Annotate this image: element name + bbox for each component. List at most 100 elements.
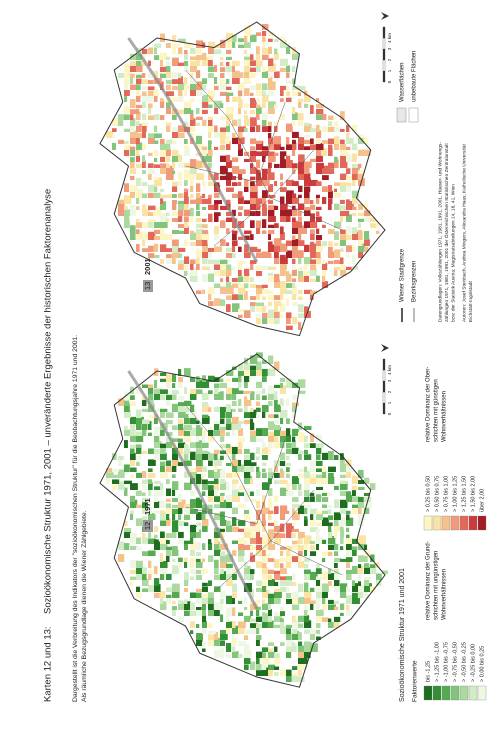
map-patch <box>268 166 272 174</box>
map-patch <box>328 604 336 610</box>
map-patch <box>130 118 136 126</box>
map-patch <box>184 482 192 490</box>
map-patch <box>286 455 290 460</box>
map-patch <box>148 414 156 418</box>
map-patch <box>142 471 147 478</box>
map-patch <box>190 394 197 400</box>
map-patch <box>304 615 310 622</box>
map-patch <box>238 38 245 42</box>
map-patch <box>358 581 362 586</box>
map-patch <box>322 551 328 556</box>
map-patch <box>328 492 332 496</box>
map-patch <box>316 609 324 616</box>
map-patch <box>160 227 164 234</box>
map-patch <box>274 104 278 108</box>
map-patch <box>154 140 159 144</box>
map-patch <box>226 33 233 42</box>
map-patch <box>352 143 358 150</box>
map-patch <box>322 597 326 604</box>
map-patch <box>316 468 322 472</box>
map-patch <box>202 648 206 652</box>
map-patch <box>184 540 191 544</box>
title-prefix: Karten 12 und 13: <box>43 626 54 702</box>
map-patch <box>148 245 154 252</box>
map-patch <box>232 70 240 78</box>
map-patch <box>172 140 177 144</box>
map-patch <box>226 378 231 382</box>
map-patch <box>232 489 240 496</box>
map-patch <box>154 388 162 394</box>
map-patch <box>166 254 172 258</box>
map-patch <box>214 192 220 198</box>
map-patch <box>226 404 232 412</box>
map-patch <box>220 519 227 526</box>
map-patch <box>274 52 279 60</box>
map-patch <box>244 42 251 48</box>
map-patch <box>274 646 278 652</box>
boundary-label: Bezirksgrenzen <box>412 261 418 302</box>
map-patch <box>154 243 159 252</box>
map-patch <box>328 476 335 484</box>
map-patch <box>262 48 270 54</box>
map-patch <box>124 144 132 150</box>
map-patch <box>304 471 310 478</box>
map-patch <box>172 186 178 192</box>
map-patch <box>136 490 142 496</box>
map-patch <box>310 221 318 228</box>
map-patch <box>226 455 234 460</box>
map-patch <box>346 245 354 252</box>
map-patch <box>196 435 200 442</box>
map-patch <box>232 583 237 592</box>
map-patch <box>178 208 184 216</box>
map-patch <box>160 259 164 264</box>
map-patch <box>238 126 246 132</box>
map-patch <box>304 496 310 502</box>
map-patch <box>184 65 190 72</box>
map-patch <box>286 155 291 162</box>
map-patch <box>196 238 203 246</box>
map-patch <box>358 238 363 246</box>
map-patch <box>136 84 141 90</box>
map-patch <box>328 126 335 132</box>
map-patch <box>130 114 134 120</box>
map-patch <box>292 504 300 508</box>
map-patch <box>298 450 304 454</box>
map-patch <box>274 616 282 622</box>
map-patch <box>214 392 221 400</box>
map-patch <box>196 453 203 460</box>
map-patch <box>148 212 154 216</box>
map-patch <box>118 458 123 466</box>
map-patch <box>268 575 272 580</box>
map <box>99 21 386 337</box>
map-patch <box>160 66 167 72</box>
map-patch <box>130 423 135 430</box>
map-patch <box>256 407 261 412</box>
map-patch <box>280 550 284 556</box>
map-patch <box>136 88 141 96</box>
map-patch <box>328 525 332 532</box>
map-patch <box>238 72 244 78</box>
map-patch <box>184 204 189 210</box>
map-patch <box>184 560 188 568</box>
map-patch <box>166 71 172 78</box>
map-patch <box>196 497 200 502</box>
map-patch <box>268 510 274 514</box>
map-patch <box>166 594 172 598</box>
map-patch <box>208 390 213 394</box>
map-patch <box>136 60 142 66</box>
map-patch <box>274 144 281 150</box>
map-patch <box>202 52 207 60</box>
map-patch <box>136 177 142 186</box>
map-patch <box>202 402 209 406</box>
map-patch <box>298 211 302 216</box>
map-patch <box>274 581 279 586</box>
map-patch <box>280 303 286 312</box>
scale-bar <box>382 369 386 382</box>
map-patch <box>316 476 323 484</box>
map-patch <box>238 370 244 376</box>
map-patch <box>184 444 189 448</box>
map-patch <box>250 234 254 240</box>
map-patch <box>334 182 341 186</box>
map-patch <box>220 103 224 108</box>
map-patch <box>286 435 292 442</box>
